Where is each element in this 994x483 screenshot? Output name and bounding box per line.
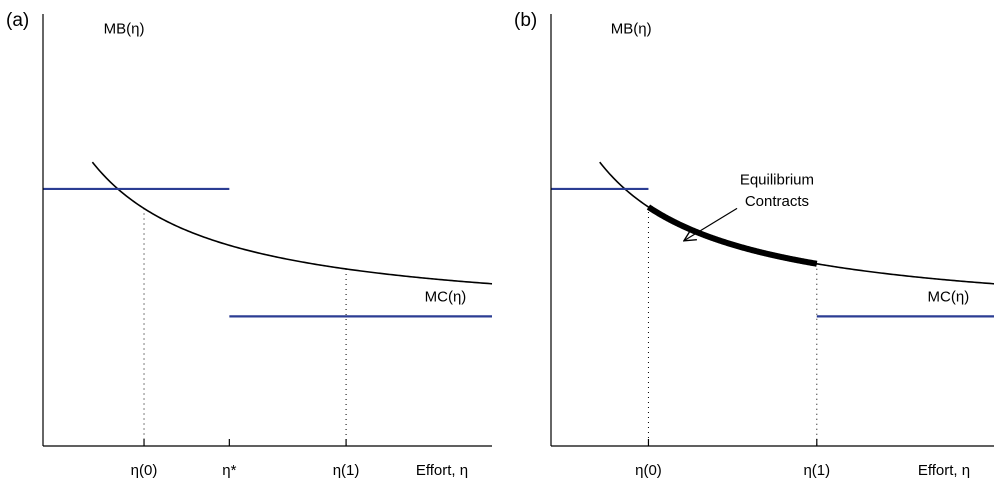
panel-b-tick-label-1: η(1) — [803, 462, 830, 479]
panel-b-annotation-2: Equilibrium — [740, 172, 814, 189]
panel-b-axes — [550, 14, 994, 447]
panel-b-annotation-3: Contracts — [745, 193, 809, 210]
panel-a-tick-label-1: η* — [222, 462, 236, 479]
panel-a-tick-label-2: η(1) — [333, 462, 360, 479]
panel-a-series-0 — [91, 161, 493, 285]
panel-b-x-axis-label: Effort, η — [918, 462, 970, 479]
panel-a-x-axis-label: Effort, η — [416, 462, 468, 479]
panel-a-label: (a) — [6, 10, 29, 31]
equilibrium-contracts-arrow — [684, 207, 738, 240]
panel-a-annotation-1: MC(η) — [425, 288, 467, 305]
panel-b: (b) η(0) η(1) Effort, η MB(η) MC(η) Equilib… — [514, 10, 994, 479]
panel-b-tick-label-0: η(0) — [635, 462, 662, 479]
panel-a-axes — [42, 14, 492, 447]
panel-a: (a) η(0) η* η(1) Effort, η MB(η) MC(η) — [6, 10, 493, 479]
panel-b-series-1 — [646, 204, 819, 267]
panel-a-tick-label-0: η(0) — [131, 462, 158, 479]
panel-b-label: (b) — [514, 10, 537, 31]
panel-b-annotation-0: MB(η) — [611, 20, 652, 37]
panel-b-annotation-1: MC(η) — [928, 288, 970, 305]
panel-a-annotation-0: MB(η) — [104, 20, 145, 37]
